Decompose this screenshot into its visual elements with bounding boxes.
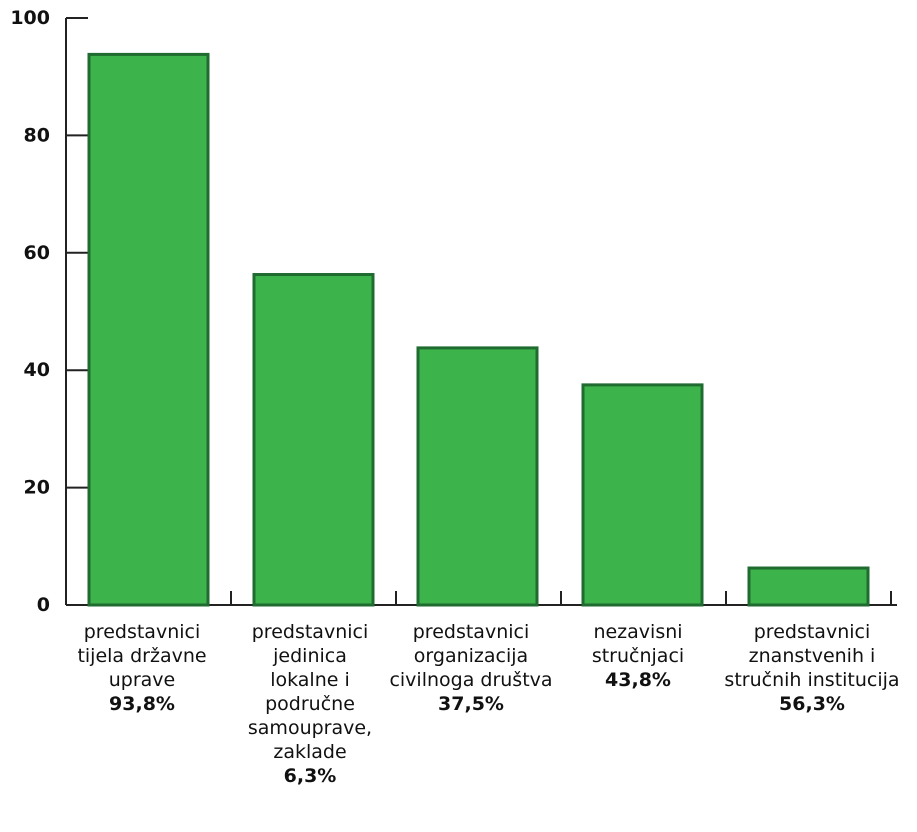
- bar: [87, 52, 210, 607]
- bar: [747, 566, 870, 607]
- y-tick-label: 60: [24, 242, 50, 264]
- x-category-label: tijela državne: [77, 645, 206, 667]
- y-tick-label: 80: [24, 124, 50, 146]
- x-category-label: lokalne i: [270, 669, 350, 691]
- bar: [416, 346, 539, 607]
- x-category-label: zaklade: [273, 741, 346, 763]
- x-category-label: nezavisni: [593, 621, 682, 643]
- x-category-label: stručnih institucija: [724, 669, 899, 691]
- x-category-label: predstavnici: [754, 621, 871, 643]
- x-category-label: jedinica: [272, 645, 347, 667]
- y-tick-label: 40: [24, 359, 50, 381]
- x-category-label: predstavnici: [84, 621, 201, 643]
- data-label: 56,3%: [779, 693, 845, 715]
- y-tick-label: 0: [37, 594, 50, 616]
- x-category-label: predstavnici: [252, 621, 369, 643]
- x-category-label: znanstvenih i: [749, 645, 876, 667]
- data-label: 37,5%: [438, 693, 504, 715]
- x-category-label: stručnjaci: [592, 645, 684, 667]
- x-category-label: civilnoga društva: [389, 669, 552, 691]
- data-label: 6,3%: [284, 765, 337, 787]
- x-category-label: uprave: [109, 669, 176, 691]
- x-category-label: predstavnici: [413, 621, 530, 643]
- bar: [581, 383, 704, 607]
- data-label: 93,8%: [109, 693, 175, 715]
- x-category-label: samouprave,: [248, 717, 372, 739]
- data-label: 43,8%: [605, 669, 671, 691]
- x-category-label: organizacija: [414, 645, 528, 667]
- x-category-label: područne: [265, 693, 355, 715]
- y-tick-label: 20: [24, 477, 50, 499]
- y-tick-label: 100: [10, 7, 50, 29]
- bar: [252, 273, 375, 607]
